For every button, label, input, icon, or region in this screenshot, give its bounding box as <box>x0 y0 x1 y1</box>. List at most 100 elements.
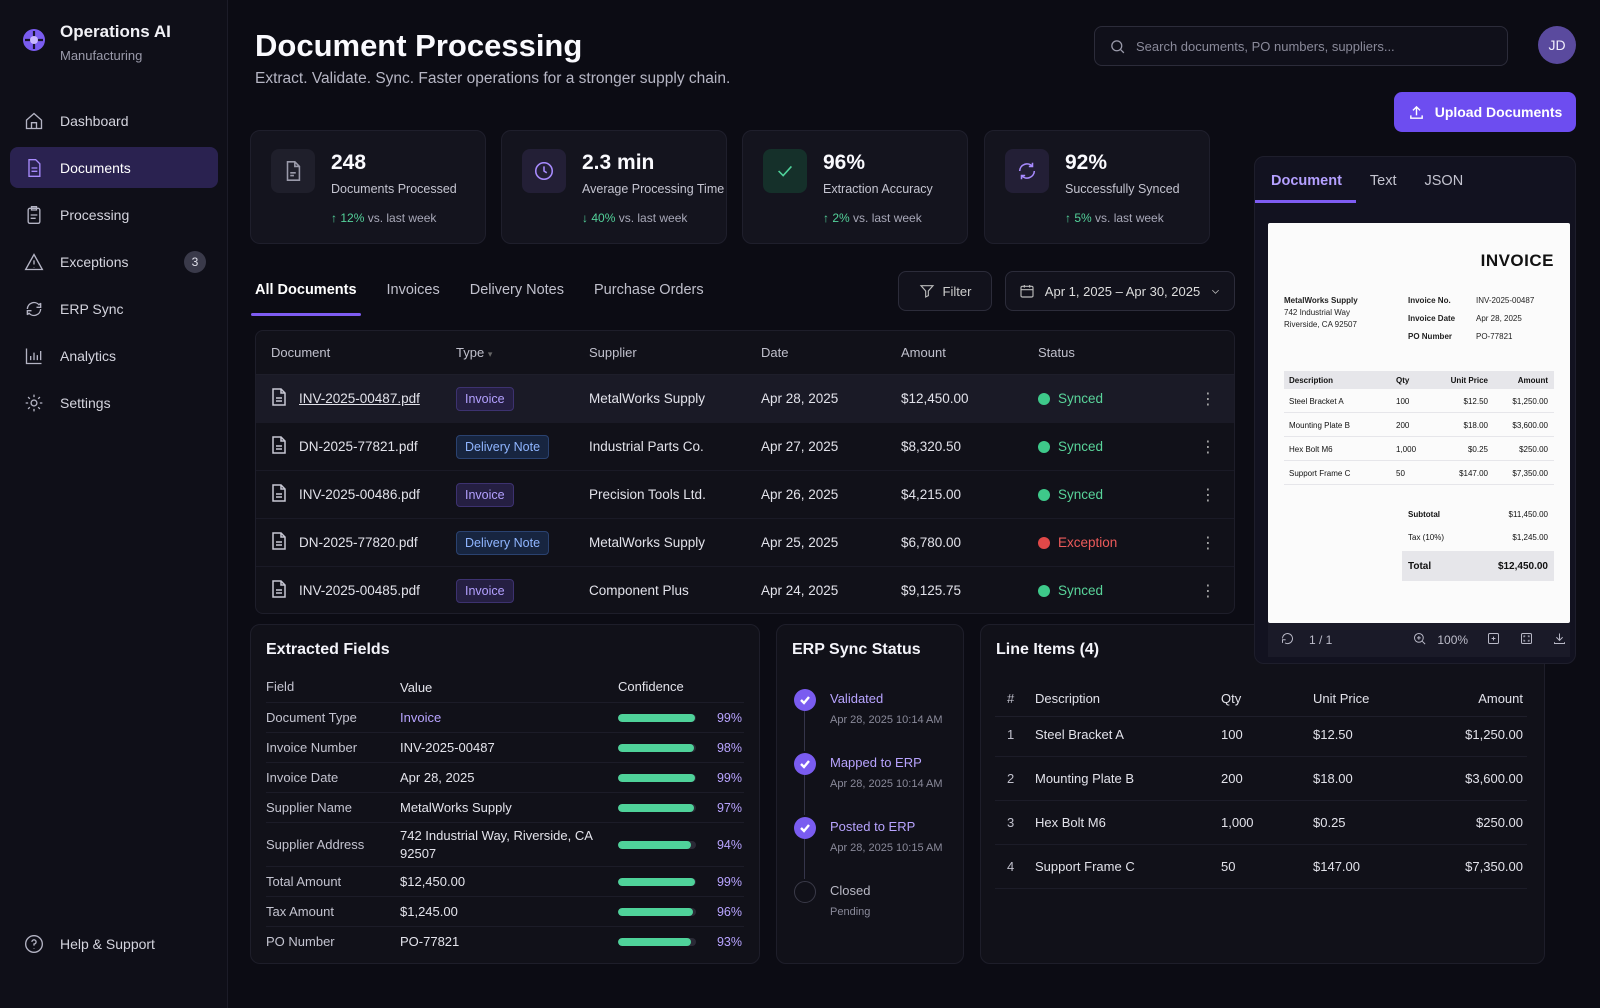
date-range-value: Apr 1, 2025 – Apr 30, 2025 <box>1044 283 1201 299</box>
document-name[interactable]: DN-2025-77820.pdf <box>299 535 418 550</box>
more-options-icon[interactable]: ⋮ <box>1200 438 1216 456</box>
sidebar-item-documents[interactable]: Documents <box>10 147 218 188</box>
col-qty: Qty <box>1221 691 1242 706</box>
date-cell: Apr 28, 2025 <box>761 391 839 406</box>
download-icon[interactable] <box>1552 631 1567 649</box>
search-input[interactable] <box>1136 38 1496 54</box>
more-options-icon[interactable]: ⋮ <box>1200 390 1216 408</box>
line-description: Mounting Plate B <box>1035 771 1135 786</box>
confidence-value: 98% <box>716 740 742 755</box>
col-amount: Amount <box>1478 691 1523 706</box>
invoice-preview[interactable]: INVOICE MetalWorks Supply 742 Industrial… <box>1268 223 1570 623</box>
sidebar-item-erp-sync[interactable]: ERP Sync <box>10 288 218 329</box>
col-supplier[interactable]: Supplier <box>589 345 637 360</box>
invoice-supplier-block: MetalWorks Supply 742 Industrial Way Riv… <box>1284 296 1358 329</box>
extracted-field-row[interactable]: Invoice Number INV-2025-00487 98% <box>266 732 744 762</box>
field-name: Document Type <box>266 710 357 725</box>
document-name[interactable]: INV-2025-00486.pdf <box>299 487 420 502</box>
document-name[interactable]: INV-2025-00485.pdf <box>299 583 420 598</box>
col-status[interactable]: Status <box>1038 345 1075 360</box>
table-row[interactable]: DN-2025-77821.pdf Delivery Note Industri… <box>256 423 1234 471</box>
col-amount[interactable]: Amount <box>901 345 946 360</box>
document-cell: DN-2025-77820.pdf <box>256 532 456 553</box>
sidebar-nav: Dashboard Documents Processing Exception… <box>10 100 218 429</box>
filter-button[interactable]: Filter <box>898 271 992 311</box>
fullscreen-icon[interactable] <box>1519 631 1534 649</box>
amount-cell: $4,215.00 <box>901 487 962 502</box>
gear-icon <box>24 393 44 413</box>
col-document[interactable]: Document <box>271 345 331 360</box>
upload-documents-button[interactable]: Upload Documents <box>1394 92 1576 132</box>
more-options-icon[interactable]: ⋮ <box>1200 582 1216 600</box>
tab-purchase-orders[interactable]: Purchase Orders <box>594 282 704 298</box>
sidebar-item-exceptions[interactable]: Exceptions 3 <box>10 241 218 282</box>
document-name[interactable]: INV-2025-00487.pdf <box>299 391 420 406</box>
col-date[interactable]: Date <box>761 345 789 360</box>
invoice-table-header: Description Qty Unit Price Amount <box>1284 371 1554 389</box>
line-amount: $7,350.00 <box>1465 859 1523 874</box>
more-options-icon[interactable]: ⋮ <box>1200 486 1216 504</box>
tab-document[interactable]: Document <box>1255 173 1356 203</box>
stat-change: ↓ 40% vs. last week <box>582 211 688 225</box>
line-amount: $3,600.00 <box>1465 771 1523 786</box>
table-row[interactable]: INV-2025-00486.pdf Invoice Precision Too… <box>256 471 1234 519</box>
extracted-field-row[interactable]: Document Type Invoice 99% <box>266 702 744 732</box>
sidebar-item-dashboard[interactable]: Dashboard <box>10 100 218 141</box>
tab-delivery-notes[interactable]: Delivery Notes <box>469 282 564 298</box>
table-row[interactable]: INV-2025-00487.pdf Invoice MetalWorks Su… <box>256 375 1234 423</box>
line-qty: 200 <box>1221 771 1243 786</box>
table-row[interactable]: DN-2025-77820.pdf Delivery Note MetalWor… <box>256 519 1234 567</box>
status-dot <box>1038 584 1050 597</box>
sidebar-item-processing[interactable]: Processing <box>10 194 218 235</box>
rotate-icon[interactable] <box>1280 631 1295 649</box>
extracted-field-row[interactable]: Invoice Date Apr 28, 2025 99% <box>266 762 744 792</box>
step-label: Mapped to ERP <box>830 755 922 770</box>
date-range-picker[interactable]: Apr 1, 2025 – Apr 30, 2025 <box>1005 271 1235 311</box>
extracted-field-row[interactable]: Tax Amount $1,245.00 96% <box>266 896 744 926</box>
line-item-row[interactable]: 3 Hex Bolt M6 1,000 $0.25 $250.00 <box>995 801 1527 845</box>
page-subtitle: Extract. Validate. Sync. Faster operatio… <box>255 70 731 87</box>
sidebar-item-settings[interactable]: Settings <box>10 382 218 423</box>
supplier-cell: Industrial Parts Co. <box>589 439 704 454</box>
fit-page-icon[interactable] <box>1486 631 1501 649</box>
sidebar-item-analytics[interactable]: Analytics <box>10 335 218 376</box>
step-time: Apr 28, 2025 10:14 AM <box>830 714 943 726</box>
field-name: PO Number <box>266 934 335 949</box>
extracted-field-row[interactable]: Supplier Name MetalWorks Supply 97% <box>266 792 744 822</box>
line-item-row[interactable]: 2 Mounting Plate B 200 $18.00 $3,600.00 <box>995 757 1527 801</box>
tab-text[interactable]: Text <box>1369 173 1397 189</box>
zoom-level: 100% <box>1437 633 1469 647</box>
panel-title: ERP Sync Status <box>792 641 921 658</box>
line-item-row[interactable]: 1 Steel Bracket A 100 $12.50 $1,250.00 <box>995 713 1527 757</box>
invoice-subtotal: Subtotal $11,450.00 <box>1408 509 1548 519</box>
filter-icon <box>919 285 934 298</box>
line-item-row[interactable]: 4 Support Frame C 50 $147.00 $7,350.00 <box>995 845 1527 889</box>
brand[interactable]: Operations AI Manufacturing <box>22 22 171 63</box>
help-support-link[interactable]: Help & Support <box>24 934 155 954</box>
check-circle-icon <box>794 689 816 711</box>
invoice-line: Support Frame C 50 $147.00 $7,350.00 <box>1284 463 1554 485</box>
user-avatar[interactable]: JD <box>1538 26 1576 64</box>
field-value: INV-2025-00487 <box>400 739 495 755</box>
tab-all-documents[interactable]: All Documents <box>251 270 361 316</box>
extracted-field-row[interactable]: Total Amount $12,450.00 99% <box>266 866 744 896</box>
document-name[interactable]: DN-2025-77821.pdf <box>299 439 418 454</box>
type-badge: Invoice <box>456 386 514 411</box>
line-amount: $250.00 <box>1476 815 1523 830</box>
search-box[interactable] <box>1094 26 1508 66</box>
tab-invoices[interactable]: Invoices <box>386 282 440 298</box>
invoice-meta-values: INV-2025-00487 Apr 28, 2025 PO-77821 <box>1476 296 1535 341</box>
extracted-field-row[interactable]: PO Number PO-77821 93% <box>266 926 744 956</box>
table-row[interactable]: INV-2025-00485.pdf Invoice Component Plu… <box>256 567 1234 613</box>
col-type[interactable]: Type ▾ <box>456 345 493 360</box>
extracted-field-row[interactable]: Supplier Address 742 Industrial Way, Riv… <box>266 822 744 866</box>
type-badge: Delivery Note <box>456 434 550 459</box>
date-cell: Apr 26, 2025 <box>761 487 839 502</box>
step-time: Apr 28, 2025 10:14 AM <box>830 778 943 790</box>
more-options-icon[interactable]: ⋮ <box>1200 534 1216 552</box>
zoom-in-icon[interactable] <box>1412 631 1427 649</box>
sync-step: Closed Pending <box>794 881 870 918</box>
chart-icon <box>24 346 44 366</box>
tab-json[interactable]: JSON <box>1424 173 1464 189</box>
status-cell: Synced <box>1038 583 1188 598</box>
